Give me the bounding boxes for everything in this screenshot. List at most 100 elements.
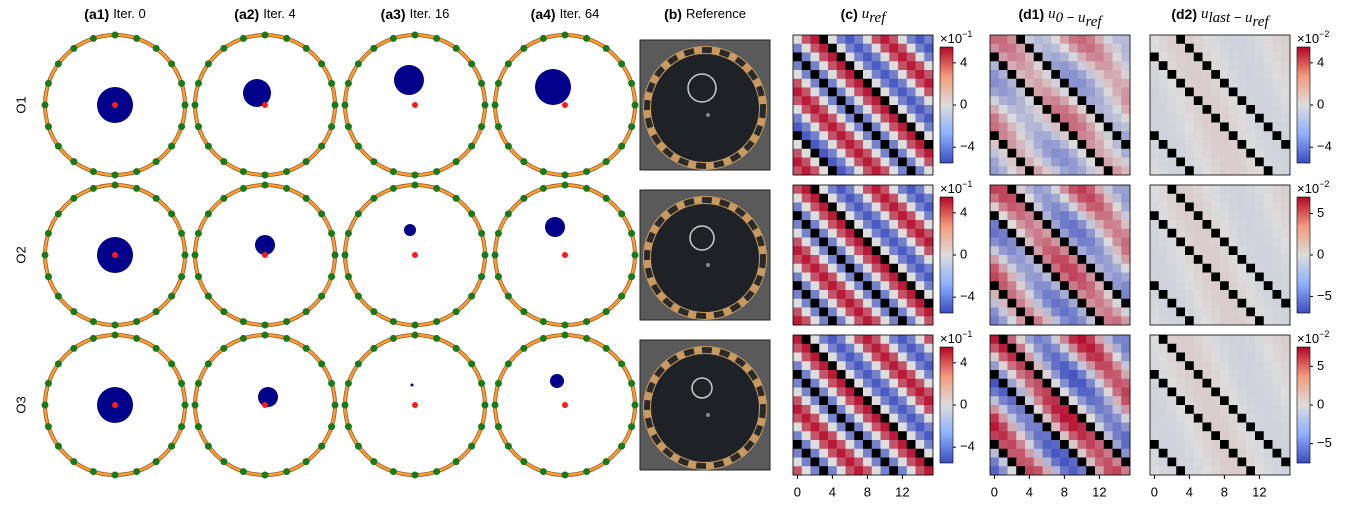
heatmap-cell (1086, 335, 1095, 344)
heatmap-cell (1016, 61, 1025, 70)
heatmap-cell (1051, 264, 1060, 273)
heatmap-cell (916, 96, 925, 105)
heatmap-cell (1069, 158, 1078, 167)
sensor (283, 185, 290, 192)
sensor (70, 195, 77, 202)
heatmap-cell (854, 88, 863, 97)
heatmap-cell (1281, 203, 1290, 212)
heatmap-cell (1185, 308, 1194, 317)
heatmap-cell (1095, 264, 1104, 273)
sensor (318, 143, 325, 150)
sensor (195, 123, 202, 130)
target (112, 252, 118, 258)
sensor (628, 423, 635, 430)
sensor (205, 143, 212, 150)
heatmap-cell (1121, 379, 1130, 388)
heatmap-cell (1159, 88, 1168, 97)
heatmap-cell (1185, 149, 1194, 158)
sensor (192, 402, 199, 409)
heatmap-cell (1060, 335, 1069, 344)
heatmap-cell (863, 220, 872, 229)
heatmap-cell (924, 290, 933, 299)
heatmap-cell (1008, 105, 1017, 114)
heatmap-cell (1273, 423, 1282, 432)
sensor (328, 80, 335, 87)
heatmap-cell (907, 238, 916, 247)
heatmap-cell (872, 203, 881, 212)
heatmap-cell (863, 255, 872, 264)
heatmap-cell (1104, 466, 1113, 475)
heatmap-cell (1016, 44, 1025, 53)
heatmap-cell (1043, 123, 1052, 132)
heatmap-cell (1273, 70, 1282, 79)
heatmap-cell (1255, 53, 1264, 62)
heatmap-cell (802, 290, 811, 299)
heatmap-cell (1069, 35, 1078, 44)
heatmap-cell (1194, 105, 1203, 114)
heatmap-cell (1025, 449, 1034, 458)
heatmap-cell (1264, 264, 1273, 273)
heatmap-cell (1185, 353, 1194, 362)
heatmap-cell (1051, 431, 1060, 440)
heatmap-cell (802, 335, 811, 344)
heatmap-cell (1281, 158, 1290, 167)
heatmap-cell (1168, 290, 1177, 299)
heatmap-cell (1086, 353, 1095, 362)
heatmap-cell (1246, 246, 1255, 255)
heatmap-cell (1281, 344, 1290, 353)
heatmap-cell (990, 423, 999, 432)
heatmap-cell (1034, 185, 1043, 194)
heatmap-cell (1246, 379, 1255, 388)
heatmap-cell (916, 299, 925, 308)
heatmap-cell (1194, 238, 1203, 247)
heatmap-cell (1008, 140, 1017, 149)
heatmap-cell (1220, 105, 1229, 114)
heatmap-cell (1016, 246, 1025, 255)
heatmap-cell (1246, 290, 1255, 299)
heatmap-cell (898, 264, 907, 273)
heatmap-cell (1025, 70, 1034, 79)
sensor (205, 60, 212, 67)
heatmap-cell (889, 316, 898, 325)
heatmap-cell (1185, 123, 1194, 132)
heatmap-cell (1273, 246, 1282, 255)
heatmap-cell (1034, 335, 1043, 344)
heatmap-cell (999, 131, 1008, 140)
heatmap-cell (1069, 281, 1078, 290)
heatmap-cell (854, 140, 863, 149)
heatmap-cell (1069, 379, 1078, 388)
heatmap-cell (802, 194, 811, 203)
heatmap-cell (872, 353, 881, 362)
heatmap-cell (1211, 131, 1220, 140)
heatmap-cell (1095, 466, 1104, 475)
heatmap-cell (846, 458, 855, 467)
heatmap-cell (999, 96, 1008, 105)
heatmap-cell (898, 88, 907, 97)
heatmap-cell (1104, 123, 1113, 132)
heatmap-cell (1246, 211, 1255, 220)
heatmap-cell (907, 194, 916, 203)
heatmap-cell (1060, 203, 1069, 212)
heatmap-cell (1095, 140, 1104, 149)
heatmap-cell (1150, 96, 1159, 105)
heatmap-cell (1273, 431, 1282, 440)
heatmap-cell (828, 316, 837, 325)
heatmap-cell (1016, 388, 1025, 397)
heatmap-cell (828, 396, 837, 405)
x-tick-label: 12 (1252, 484, 1266, 499)
heatmap-cell (1203, 440, 1212, 449)
heatmap-cell (863, 335, 872, 344)
heatmap-cell (1043, 290, 1052, 299)
heatmap-cell (1273, 335, 1282, 344)
heatmap-cell (1168, 379, 1177, 388)
heatmap-cell (1203, 123, 1212, 132)
heatmap-cell (1273, 361, 1282, 370)
heatmap-cell (1281, 194, 1290, 203)
heatmap-cell (1273, 396, 1282, 405)
heatmap-cell (1246, 166, 1255, 175)
heatmap-cell (1264, 449, 1273, 458)
heatmap-cell (990, 449, 999, 458)
heatmap-cell (1264, 344, 1273, 353)
heatmap-cell (1016, 35, 1025, 44)
heatmap-cell (1255, 344, 1264, 353)
